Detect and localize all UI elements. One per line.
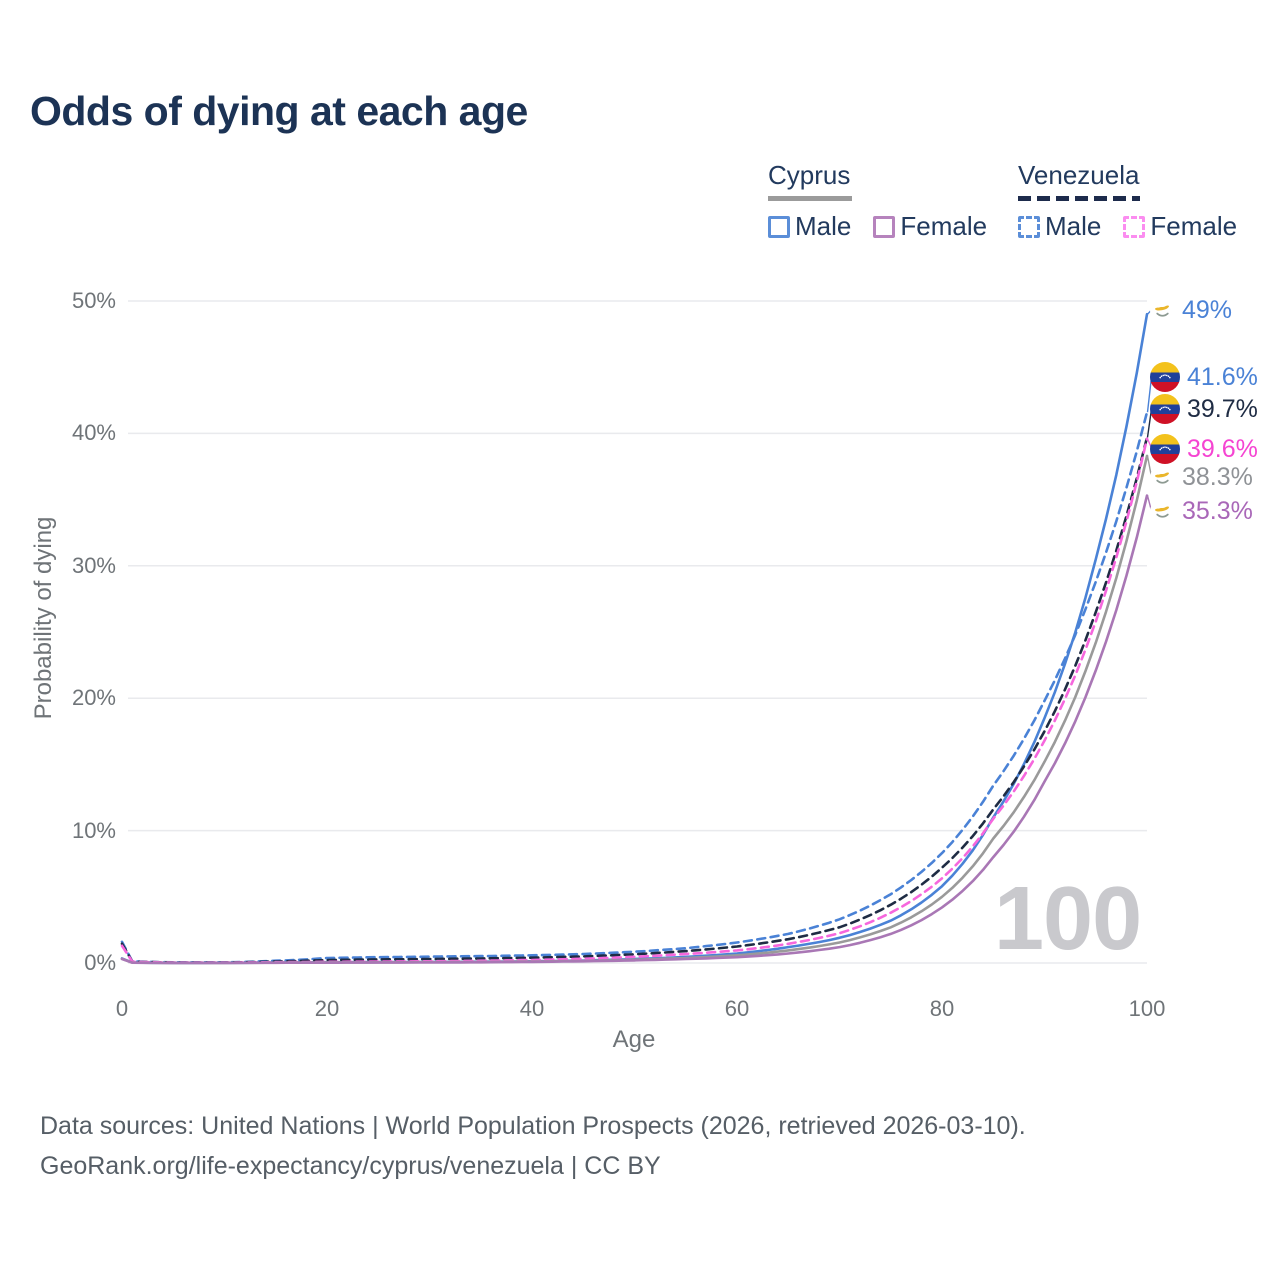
x-tick-80: 80 — [929, 996, 955, 1021]
y-tick-40: 40% — [71, 420, 116, 445]
series-line-venezuela-male — [120, 410, 1149, 964]
legend-item-cyprus-female[interactable]: Female — [873, 211, 987, 242]
y-tick-10: 10% — [71, 818, 116, 843]
end-label-venezuela-male: 41.6% — [1150, 361, 1258, 393]
end-label-venezuela-female: 39.6% — [1150, 433, 1258, 465]
x-tick-100: 100 — [1128, 996, 1166, 1021]
x-tick-20: 20 — [314, 996, 340, 1021]
legend-item-cyprus-male[interactable]: Male — [768, 211, 851, 242]
series-line-cyprus-both-sexes — [120, 454, 1149, 965]
legend-label: Female — [900, 211, 988, 241]
x-axis-title: Age — [612, 1026, 656, 1053]
y-tick-0: 0% — [84, 950, 116, 975]
legend-item-venezuela-male[interactable]: Male — [1018, 211, 1101, 242]
end-label-cyprus-female: 35.3% — [1150, 495, 1253, 527]
legend-country-venezuela: Venezuela — [1018, 160, 1140, 190]
venezuela-flag-icon — [1150, 394, 1180, 424]
end-value: 38.3% — [1182, 462, 1253, 491]
cyprus-flag-icon — [1150, 498, 1175, 524]
end-value: 39.6% — [1187, 434, 1258, 463]
venezuela-dashed-line-swatch — [1018, 196, 1140, 201]
series-line-venezuela-both-sexes — [120, 436, 1149, 964]
cyprus-flag-icon — [1150, 464, 1175, 490]
x-tick-40: 40 — [519, 996, 545, 1021]
x-tick-60: 60 — [724, 996, 750, 1021]
cyprus-female-checkbox[interactable] — [873, 215, 896, 238]
source-url-line: GeoRank.org/life-expectancy/cyprus/venez… — [40, 1152, 661, 1180]
end-value: 41.6% — [1187, 362, 1258, 391]
end-label-venezuela-both: 39.7% — [1150, 393, 1258, 425]
page-title: Odds of dying at each age — [30, 88, 528, 134]
y-tick-20: 20% — [71, 685, 116, 710]
series-line-cyprus-female — [120, 494, 1149, 965]
end-value: 49% — [1182, 295, 1233, 324]
legend-country-cyprus: Cyprus — [768, 160, 851, 190]
end-label-cyprus-male: 49% — [1150, 294, 1232, 326]
y-tick-50: 50% — [71, 288, 116, 313]
series-line-venezuela-female — [120, 437, 1149, 964]
legend-group-cyprus: Cyprus Male Female — [768, 160, 1028, 242]
end-label-cyprus-both: 38.3% — [1150, 461, 1253, 493]
end-value: 35.3% — [1182, 496, 1253, 525]
source-attribution: Data sources: United Nations | World Pop… — [40, 1106, 1026, 1186]
legend-group-venezuela: Venezuela Male Female — [1018, 160, 1278, 242]
y-tick-30: 30% — [71, 553, 116, 578]
legend-label: Male — [1045, 211, 1102, 241]
venezuela-female-checkbox[interactable] — [1123, 215, 1146, 238]
legend-label: Male — [795, 211, 852, 241]
x-tick-0: 0 — [115, 996, 129, 1021]
venezuela-flag-icon — [1150, 434, 1180, 464]
cyprus-solid-line-swatch — [768, 196, 852, 201]
legend-item-venezuela-female[interactable]: Female — [1123, 211, 1237, 242]
age-counter-watermark: 100 — [994, 869, 1142, 969]
venezuela-flag-icon — [1150, 362, 1180, 392]
legend-label: Female — [1150, 211, 1238, 241]
cyprus-flag-icon — [1150, 297, 1175, 323]
cyprus-male-checkbox[interactable] — [768, 215, 790, 238]
end-value: 39.7% — [1187, 394, 1258, 423]
data-sources-line: Data sources: United Nations | World Pop… — [40, 1112, 1026, 1140]
venezuela-male-checkbox[interactable] — [1018, 215, 1040, 238]
series-line-cyprus-male — [120, 312, 1149, 965]
